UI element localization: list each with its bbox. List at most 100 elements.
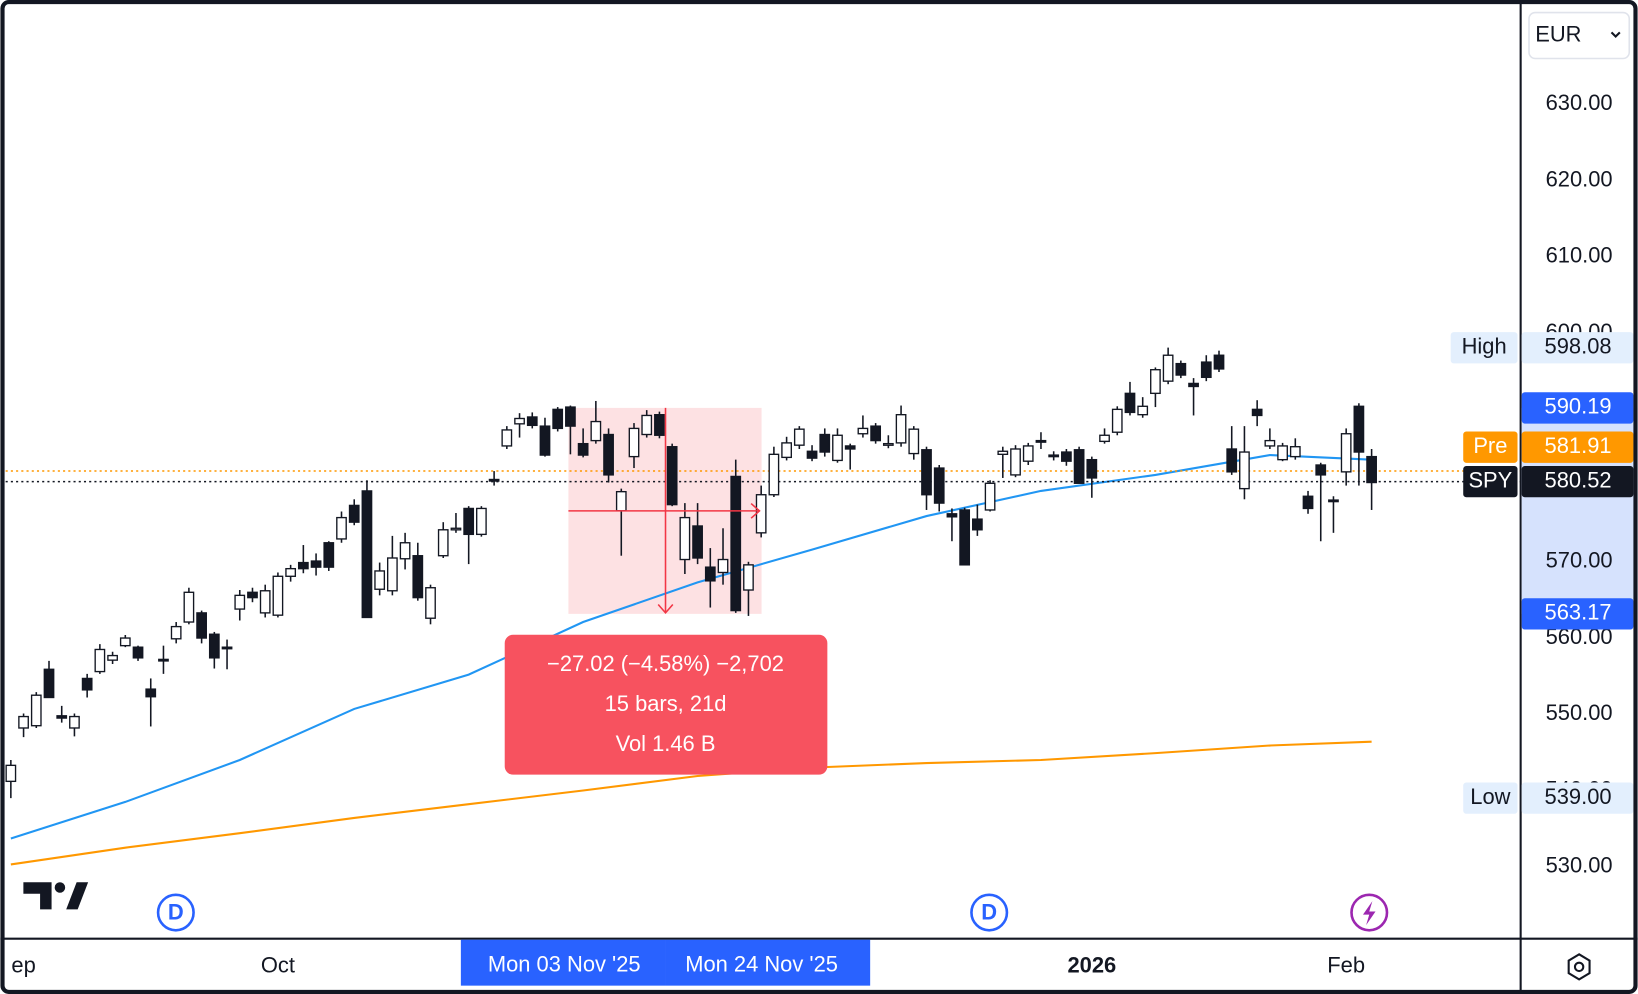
candle-body [1061, 451, 1072, 462]
arrow-head [750, 502, 761, 519]
event-marker[interactable]: D [156, 893, 195, 932]
logo-part [66, 882, 89, 910]
candle-body [768, 453, 780, 496]
news-marker[interactable] [1350, 893, 1389, 932]
event-label[interactable]: D [981, 899, 997, 924]
badge-value-box [1521, 598, 1634, 630]
candle-body [997, 450, 1009, 456]
candle-body [921, 449, 932, 496]
candle-body [196, 612, 207, 639]
badge-value-box [1521, 332, 1634, 364]
candle-body [1328, 499, 1339, 503]
event-circle[interactable] [970, 893, 1009, 932]
badge-value-box [1521, 782, 1634, 814]
badge-value: 563.17 [1545, 600, 1612, 625]
candle-body [361, 490, 373, 619]
candle-body [488, 478, 500, 482]
candle-body [819, 433, 831, 453]
candle-body [437, 529, 449, 557]
chevron-icon[interactable] [1610, 31, 1621, 39]
candle-body [1353, 405, 1365, 453]
measure-end-date: Mon 24 Nov '25 [685, 952, 838, 977]
candle-body [399, 542, 411, 560]
badge-value-box [1521, 465, 1634, 498]
tooltip-text: 15 bars, 21d [605, 691, 727, 716]
candle-body [285, 567, 297, 577]
candle-body [43, 668, 55, 699]
badge-name: Low [1470, 784, 1510, 809]
candle-body [1302, 495, 1314, 510]
candle-body [844, 445, 856, 450]
event-label[interactable]: D [168, 899, 184, 924]
tooltip-text: −27.02 (−4.58%) −2,702 [547, 651, 784, 676]
candle-body [272, 575, 284, 616]
candle-body [565, 406, 576, 427]
badge-name: Pre [1473, 433, 1507, 458]
tv-logo[interactable] [23, 882, 89, 910]
y-tick-label: 630.00 [1546, 90, 1613, 115]
event-circle[interactable] [156, 893, 195, 932]
candle-body [679, 516, 691, 561]
candle-body [615, 490, 627, 512]
candle-body [1213, 354, 1225, 370]
candle-body [1010, 448, 1021, 476]
candle-body [1277, 445, 1288, 461]
time-axis: ep Oct 2026 Feb Mon 03 Nov '25 Mon 24 Nov '25 [11, 939, 1365, 986]
candle-body [1086, 458, 1098, 479]
candle-body [18, 715, 29, 729]
candle-body [1188, 382, 1199, 388]
candle-body [577, 442, 589, 456]
badge-value: 590.19 [1545, 394, 1612, 419]
candle-body [526, 416, 538, 427]
plot-area: −27.02 (−4.58%) −2,702 15 bars, 21d Vol 1.… [0, 347, 1521, 866]
candle-body [386, 557, 398, 592]
candle-body [310, 560, 322, 568]
y-tick-label: 610.00 [1546, 243, 1613, 268]
badge-name: SPY [1468, 467, 1512, 492]
currency-label[interactable]: EUR [1535, 21, 1581, 46]
logo-part [54, 882, 66, 893]
candle-body [514, 417, 525, 425]
candle-body [654, 414, 665, 436]
candle-body [259, 590, 271, 614]
measure-tooltip [504, 634, 828, 775]
candle-body [793, 428, 805, 446]
event-marker[interactable]: D [970, 893, 1009, 932]
measure-start-date: Mon 03 Nov '25 [488, 952, 641, 977]
candle-body [297, 561, 309, 570]
x-tick-label: ep [11, 953, 35, 978]
candle-body [704, 566, 716, 582]
settings-icon[interactable] [1573, 961, 1585, 973]
currency-box[interactable] [1528, 11, 1631, 60]
candle-body [1251, 408, 1263, 417]
candle-body [323, 542, 335, 568]
x-tick-label: Oct [261, 953, 295, 978]
candle-body [539, 425, 551, 456]
lightning-icon [1362, 901, 1376, 926]
candle-body [463, 507, 475, 536]
currency-select[interactable]: EUR [1528, 11, 1631, 60]
candle-body [857, 427, 869, 435]
candle-body [1366, 455, 1377, 484]
candle-body [208, 633, 220, 659]
settings-icon[interactable] [1567, 953, 1591, 981]
candle-body [641, 414, 653, 436]
candle-body [590, 420, 602, 442]
candle-body [730, 475, 742, 612]
candle-body [908, 428, 920, 455]
x-tick-label: Feb [1327, 953, 1365, 978]
candle-body [832, 434, 843, 462]
candle-body [628, 427, 640, 458]
y-tick-label: 620.00 [1546, 166, 1613, 191]
candle-body [374, 570, 386, 590]
moving-average [10, 454, 1372, 840]
candle-body [1099, 434, 1110, 443]
candle-body [1048, 454, 1060, 458]
candle-body [781, 442, 792, 459]
candle-body [717, 558, 729, 574]
candle-body [946, 513, 958, 518]
candle-body [158, 658, 169, 662]
candle-body [984, 482, 996, 511]
